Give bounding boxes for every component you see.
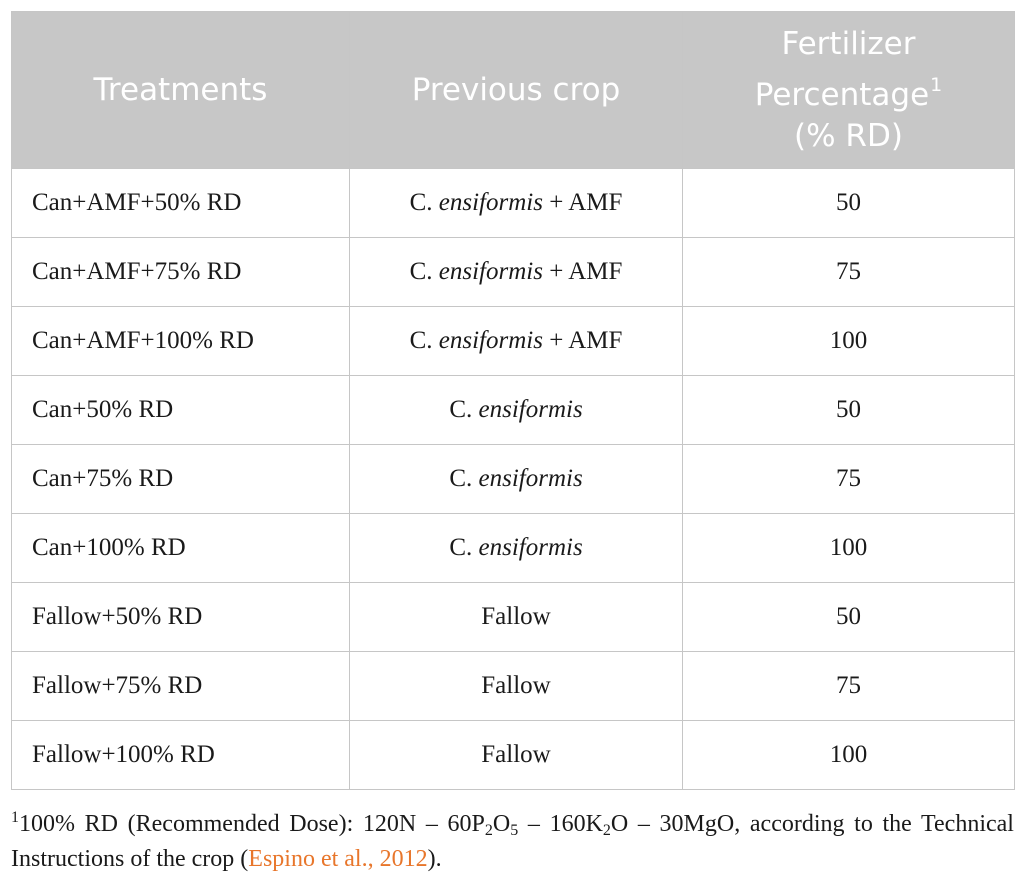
table-row: Can+AMF+100% RD C. ensiformis + AMF 100: [11, 306, 1015, 376]
crop-text: C.: [409, 258, 439, 285]
crop-text: C.: [449, 396, 479, 423]
cell-previous-crop: C. ensiformis + AMF: [349, 237, 683, 307]
footnote-text-4: O – 30MgO, according to the Technical In…: [11, 811, 1014, 872]
cell-fertilizer-percentage: 50: [682, 375, 1015, 445]
cell-fertilizer-percentage: 50: [682, 168, 1015, 238]
footnote-marker: 1: [11, 809, 19, 826]
cell-treatment: Fallow+100% RD: [11, 720, 350, 790]
header-treatments: Treatments: [11, 11, 350, 169]
crop-species-italic: ensiformis: [438, 258, 543, 285]
cell-fertilizer-percentage: 100: [682, 306, 1015, 376]
cell-fertilizer-percentage: 75: [682, 237, 1015, 307]
cell-fertilizer-percentage: 75: [682, 444, 1015, 514]
crop-species-italic: ensiformis: [478, 396, 583, 423]
header-fertilizer-superscript: 1: [930, 73, 943, 96]
cell-treatment: Can+50% RD: [11, 375, 350, 445]
cell-treatment: Fallow+75% RD: [11, 651, 350, 721]
cell-treatment: Can+AMF+75% RD: [11, 237, 350, 307]
crop-text: Fallow: [481, 741, 551, 768]
crop-text: Fallow: [481, 603, 551, 630]
crop-text: C.: [409, 189, 439, 216]
table-header-row: Treatments Previous crop Fertilizer Perc…: [11, 11, 1015, 169]
crop-species-italic: ensiformis: [478, 534, 583, 561]
header-fertilizer-percentage: Fertilizer Percentage1 (% RD): [682, 11, 1015, 169]
table-body: Can+AMF+50% RD C. ensiformis + AMF 50 Can+A…: [11, 168, 1015, 790]
footnote-sub-3: 2: [602, 822, 611, 839]
cell-fertilizer-percentage: 75: [682, 651, 1015, 721]
cell-treatment: Can+100% RD: [11, 513, 350, 583]
header-previous-crop: Previous crop: [349, 11, 683, 169]
crop-text: C.: [449, 465, 479, 492]
footnote-sub-2: 5: [510, 822, 519, 839]
table-row: Fallow+100% RD Fallow 100: [11, 720, 1015, 790]
header-fertilizer-line3: (% RD): [794, 117, 903, 154]
crop-species-italic: ensiformis: [438, 327, 543, 354]
table-row: Can+AMF+50% RD C. ensiformis + AMF 50: [11, 168, 1015, 238]
crop-suffix: + AMF: [542, 258, 623, 285]
cell-treatment: Can+AMF+100% RD: [11, 306, 350, 376]
treatments-table: Treatments Previous crop Fertilizer Perc…: [11, 11, 1015, 790]
table-row: Can+75% RD C. ensiformis 75: [11, 444, 1015, 514]
crop-text: C.: [449, 534, 479, 561]
crop-text: C.: [409, 327, 439, 354]
cell-treatment: Can+AMF+50% RD: [11, 168, 350, 238]
cell-previous-crop: Fallow: [349, 651, 683, 721]
cell-treatment: Fallow+50% RD: [11, 582, 350, 652]
footnote-text-1: 100% RD (Recommended Dose): 120N – 60P: [19, 811, 485, 837]
cell-previous-crop: C. ensiformis: [349, 513, 683, 583]
cell-previous-crop: Fallow: [349, 720, 683, 790]
crop-suffix: + AMF: [542, 327, 623, 354]
crop-species-italic: ensiformis: [478, 465, 583, 492]
table-row: Fallow+50% RD Fallow 50: [11, 582, 1015, 652]
cell-fertilizer-percentage: 100: [682, 720, 1015, 790]
table-row: Fallow+75% RD Fallow 75: [11, 651, 1015, 721]
table-footnote: 1100% RD (Recommended Dose): 120N – 60P2…: [11, 800, 1014, 877]
footnote-text-2: O: [492, 811, 511, 837]
footnote-text-3: – 160K: [518, 811, 603, 837]
crop-suffix: + AMF: [542, 189, 623, 216]
footnote-sub-1: 2: [484, 822, 493, 839]
header-fertilizer-line1: Fertilizer: [781, 25, 916, 62]
crop-text: Fallow: [481, 672, 551, 699]
cell-fertilizer-percentage: 100: [682, 513, 1015, 583]
citation-link[interactable]: Espino et al., 2012: [248, 846, 428, 872]
cell-previous-crop: C. ensiformis + AMF: [349, 306, 683, 376]
cell-previous-crop: Fallow: [349, 582, 683, 652]
table-row: Can+100% RD C. ensiformis 100: [11, 513, 1015, 583]
table-row: Can+50% RD C. ensiformis 50: [11, 375, 1015, 445]
cell-previous-crop: C. ensiformis: [349, 375, 683, 445]
crop-species-italic: ensiformis: [438, 189, 543, 216]
cell-previous-crop: C. ensiformis + AMF: [349, 168, 683, 238]
header-fertilizer-line2: Percentage: [754, 76, 930, 113]
footnote-text-5: ).: [427, 846, 442, 872]
cell-previous-crop: C. ensiformis: [349, 444, 683, 514]
table-row: Can+AMF+75% RD C. ensiformis + AMF 75: [11, 237, 1015, 307]
cell-treatment: Can+75% RD: [11, 444, 350, 514]
cell-fertilizer-percentage: 50: [682, 582, 1015, 652]
